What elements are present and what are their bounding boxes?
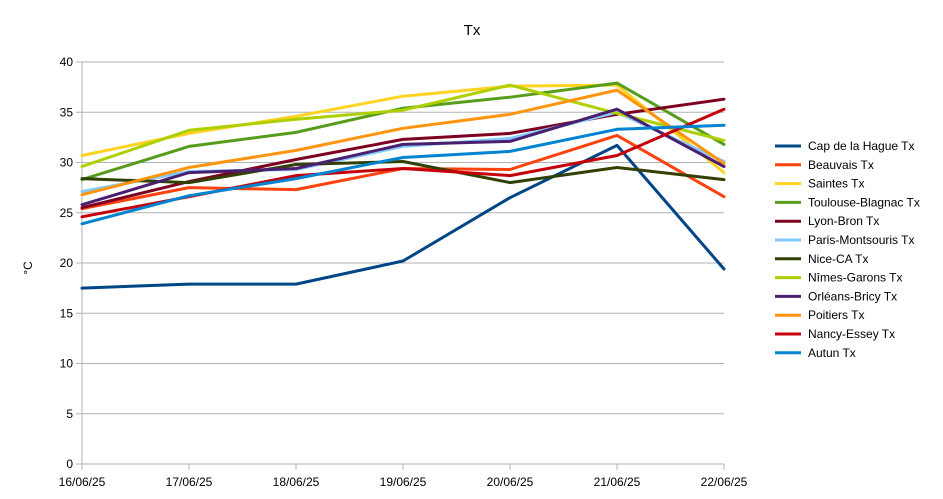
x-tick-label: 17/06/25 [166, 475, 213, 489]
legend-label: Cap de la Hague Tx [808, 139, 915, 153]
y-tick-label: 40 [60, 55, 74, 69]
x-tick-label: 20/06/25 [487, 475, 534, 489]
legend-label: Autun Tx [808, 346, 856, 360]
legend-label: Paris-Montsouris Tx [808, 233, 914, 247]
x-tick-label: 16/06/25 [59, 475, 106, 489]
legend-label: Poitiers Tx [808, 308, 864, 322]
x-tick-label: 21/06/25 [594, 475, 641, 489]
legend-label: Nancy-Essey Tx [808, 327, 895, 341]
chart-title: Tx [464, 22, 481, 39]
legend-label: Toulouse-Blagnac Tx [808, 195, 920, 209]
y-tick-label: 10 [60, 357, 74, 371]
axes: 0 5 10 15 20 25 30 35 40 16/06/25 17/06/25 18/06/25… [59, 55, 748, 489]
x-tick-label: 18/06/25 [273, 475, 320, 489]
series-lines [80, 81, 726, 290]
y-tick-label: 30 [60, 156, 74, 170]
series-line-7 [80, 83, 726, 168]
series-line-8 [80, 107, 726, 207]
legend-label: Beauvais Tx [808, 158, 874, 172]
series-line-11 [80, 123, 726, 226]
y-tick-label: 25 [60, 206, 74, 220]
series-line-0 [80, 143, 726, 290]
legend-label: Lyon-Bron Tx [808, 214, 879, 228]
series-line-6 [80, 160, 726, 185]
y-tick-label: 15 [60, 306, 74, 320]
x-tick-label: 19/06/25 [380, 475, 427, 489]
legend: Cap de la Hague Tx Beauvais Tx Saintes Tx T… [775, 139, 920, 360]
series-line-3 [80, 81, 726, 182]
y-tick-label: 35 [60, 105, 74, 119]
legend-label: Nîmes-Garons Tx [808, 271, 902, 285]
y-tick-label: 0 [66, 457, 73, 471]
legend-label: Orléans-Bricy Tx [808, 289, 897, 303]
legend-label: Saintes Tx [808, 177, 864, 191]
x-tick-label: 22/06/25 [701, 475, 748, 489]
legend-label: Nice-CA Tx [808, 252, 868, 266]
y-tick-label: 20 [60, 256, 74, 270]
series-line-2 [80, 83, 726, 175]
grid [82, 61, 724, 465]
y-tick-label: 5 [66, 407, 73, 421]
y-axis-label: °C [21, 261, 35, 275]
series-line-9 [80, 88, 726, 197]
